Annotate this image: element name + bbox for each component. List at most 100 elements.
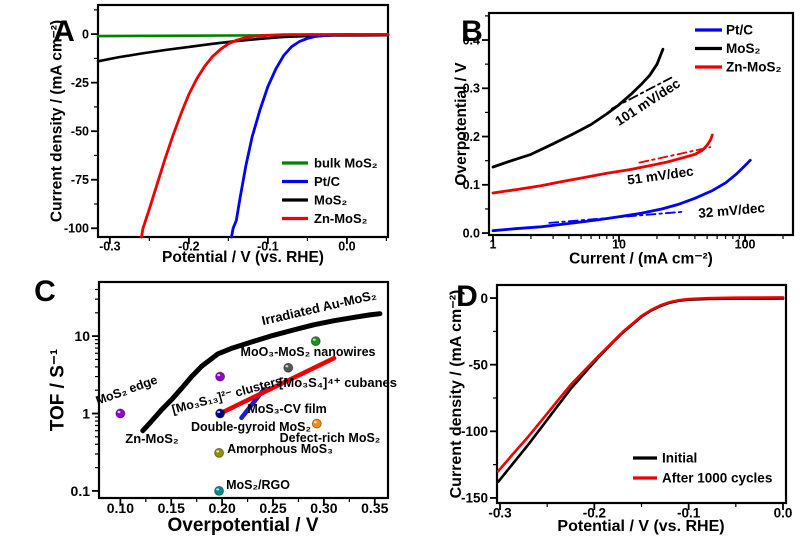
annotation-mos-rgo: MoS₂/RGO <box>226 478 290 492</box>
series-mos-tafel-fit <box>611 76 673 110</box>
annotation-32-mv-dec: 32 mV/dec <box>698 200 766 221</box>
panel-a-y-axis-title: Current density / (mA cm⁻²) <box>48 19 66 223</box>
x-tick-label: -0.1 <box>677 506 701 521</box>
point-highlight <box>217 410 221 414</box>
legend-label-mos: MoS₂ <box>726 41 761 56</box>
panel-c: 0.10 0.15 0.20 0.25 0.30 0.35 10 1 0.1 MoS₂ edge [… <box>0 270 400 541</box>
point-highlight <box>285 365 289 368</box>
y-tick-label: -100 <box>64 222 89 236</box>
x-tick-label: 0.20 <box>209 500 236 516</box>
y-tick-label: 0.1 <box>71 483 91 499</box>
x-tick-label: -0.3 <box>99 240 121 254</box>
series-zn-mos <box>140 33 390 239</box>
y-tick-label: 0.1 <box>463 178 480 192</box>
annotation-amorphous-mos: Amorphous MoS₃ <box>227 442 333 456</box>
x-tick-label: 1 <box>489 238 496 252</box>
legend-label-pt-c: Pt/C <box>726 23 753 38</box>
annotation-zn-mos: Zn-MoS₂ <box>125 431 179 446</box>
plot-group-c: 0.10 0.15 0.20 0.25 0.30 0.35 10 1 0.1 MoS₂ edge [… <box>71 280 397 516</box>
y-tick-label: -75 <box>71 173 89 187</box>
legend-label-pt-c: Pt/C <box>314 174 341 189</box>
annotation-double-gyroid-mos: Double-gyroid MoS₂ <box>191 420 311 434</box>
plot-frame <box>487 11 795 237</box>
point-defect-rich-mos <box>311 418 322 429</box>
point-moo-mos-nanowires <box>283 362 294 373</box>
x-tick-label: 0.25 <box>259 500 286 516</box>
y-tick-label: 0 <box>82 27 89 41</box>
panel-c-letter: C <box>34 275 56 308</box>
x-tick-label: 100 <box>735 238 756 252</box>
series-after-1000-cycles <box>496 296 785 473</box>
panel-d-y-axis-title: Current density / (mA cm⁻²) <box>448 289 465 499</box>
plot-frame <box>97 280 390 500</box>
panel-c-canvas: 0.10 0.15 0.20 0.25 0.30 0.35 10 1 0.1 MoS₂ edge [… <box>71 280 397 516</box>
y-tick-label: 0.0 <box>463 226 480 240</box>
point-highlight <box>217 373 221 377</box>
series-pt-c <box>491 158 752 233</box>
plot-group-d: -0.3 -0.2 -0.1 0.0 0 -50 -100 -150 Initial After … <box>461 283 792 521</box>
series-zn-mos <box>491 133 714 195</box>
series-mo-s-cubanes <box>217 355 337 416</box>
annotation-mo-s-cubanes: [Mo₃S₄]⁴⁺ cubanes <box>279 375 397 390</box>
point-highlight <box>216 450 220 453</box>
y-tick-label: -25 <box>71 76 89 90</box>
plot-group-b: 1 10 1000.00.10.20.30.4Pt/CMoS₂Zn-MoS₂101 … <box>463 11 795 252</box>
series-zn-mos <box>140 311 383 434</box>
y-tick-label: 0.4 <box>463 33 480 47</box>
panel-b-y-axis-title: Overpotential / V <box>453 62 470 186</box>
y-tick-label: 0.2 <box>463 130 480 144</box>
panel-a-canvas: -0.3 -0.2 -0.1 0.0 0 -25 -50 -75 -100 bulk MoS₂ Pt… <box>64 3 390 254</box>
annotation-mos-cv-film: MoS₃-CV film <box>247 402 326 416</box>
panel-b-x-axis-title: Current / (mA cm⁻²) <box>569 250 713 268</box>
y-tick-label: -50 <box>468 357 488 372</box>
x-tick-label: 0.35 <box>361 500 388 516</box>
point-amorphous-mos <box>214 447 225 458</box>
plot-frame <box>96 3 390 239</box>
x-tick-label: -0.2 <box>178 240 200 254</box>
x-tick-label: -0.3 <box>488 506 512 521</box>
panel-a-letter: A <box>53 15 75 48</box>
panel-d-letter: D <box>456 280 478 313</box>
x-tick-label: -0.1 <box>257 240 279 254</box>
legend-label-initial: Initial <box>662 451 697 466</box>
plot-frame <box>495 283 788 505</box>
point-highlight <box>117 410 121 414</box>
y-tick-label: -150 <box>461 491 488 506</box>
point-mos-edge <box>115 408 126 419</box>
panel-c-y-axis-title: TOF / S⁻¹ <box>47 348 69 432</box>
x-tick-label: 0.0 <box>338 240 355 254</box>
annotation-mos-edge: MoS₂ edge <box>94 373 160 408</box>
y-tick-label: -50 <box>71 125 89 139</box>
series-zn-mos-tafel-fit <box>638 146 712 164</box>
x-tick-label: 0.30 <box>310 500 337 516</box>
legend-label-after-1000-cycles: After 1000 cycles <box>662 471 772 486</box>
point-double-gyroid-mos <box>215 408 226 419</box>
point-mos-rgo <box>214 485 225 496</box>
panel-d: -0.3 -0.2 -0.1 0.0 0 -50 -100 -150 Initial After … <box>400 270 800 541</box>
panel-a: -0.3 -0.2 -0.1 0.0 0 -25 -50 -75 -100 bulk MoS₂ Pt… <box>0 0 400 270</box>
series-initial <box>496 297 785 484</box>
point-highlight <box>216 488 220 491</box>
legend-label-bulk-mos: bulk MoS₂ <box>314 156 378 171</box>
y-tick-label: 10 <box>74 328 90 344</box>
panel-c-x-axis-title: Overpotential / V <box>167 515 319 536</box>
panel-b: 1 10 100 0.0 0.1 0.2 0.3 0.4 Pt/C MoS₂ Zn-MoS₂ 101 … <box>400 0 800 270</box>
legend-label-zn-mos: Zn-MoS₂ <box>726 60 781 75</box>
panel-a-x-axis-title: Potential / V (vs. RHE) <box>162 249 324 266</box>
annotation-defect-rich-mos: Defect-rich MoS₂ <box>280 431 381 445</box>
annotation-moo-mos-nanowires: MoO₃-MoS₂ nanowires <box>241 345 376 359</box>
legend-label-mos: MoS₂ <box>314 193 347 208</box>
y-tick-label: 0.3 <box>463 82 480 96</box>
panel-d-canvas: -0.3 -0.2 -0.1 0.0 0 -50 -100 -150 Initial After … <box>461 283 792 521</box>
plot-group-a: -0.3 -0.2 -0.1 0.0 0 -25 -50 -75 -100 bulk MoS₂ Pt… <box>64 3 390 254</box>
legend-label-zn-mos: Zn-MoS₂ <box>314 211 368 226</box>
series-mos <box>491 47 665 169</box>
y-tick-label: 0 <box>480 291 488 306</box>
y-tick-label: -100 <box>461 424 488 439</box>
point-highlight <box>313 421 317 424</box>
x-tick-label: 0.15 <box>158 500 185 516</box>
y-tick-label: 1 <box>82 405 90 421</box>
panel-d-x-axis-title: Potential / V (vs. RHE) <box>557 518 725 535</box>
panel-b-canvas: 1 10 1000.00.10.20.30.4Pt/CMoS₂Zn-MoS₂101 … <box>463 11 795 252</box>
